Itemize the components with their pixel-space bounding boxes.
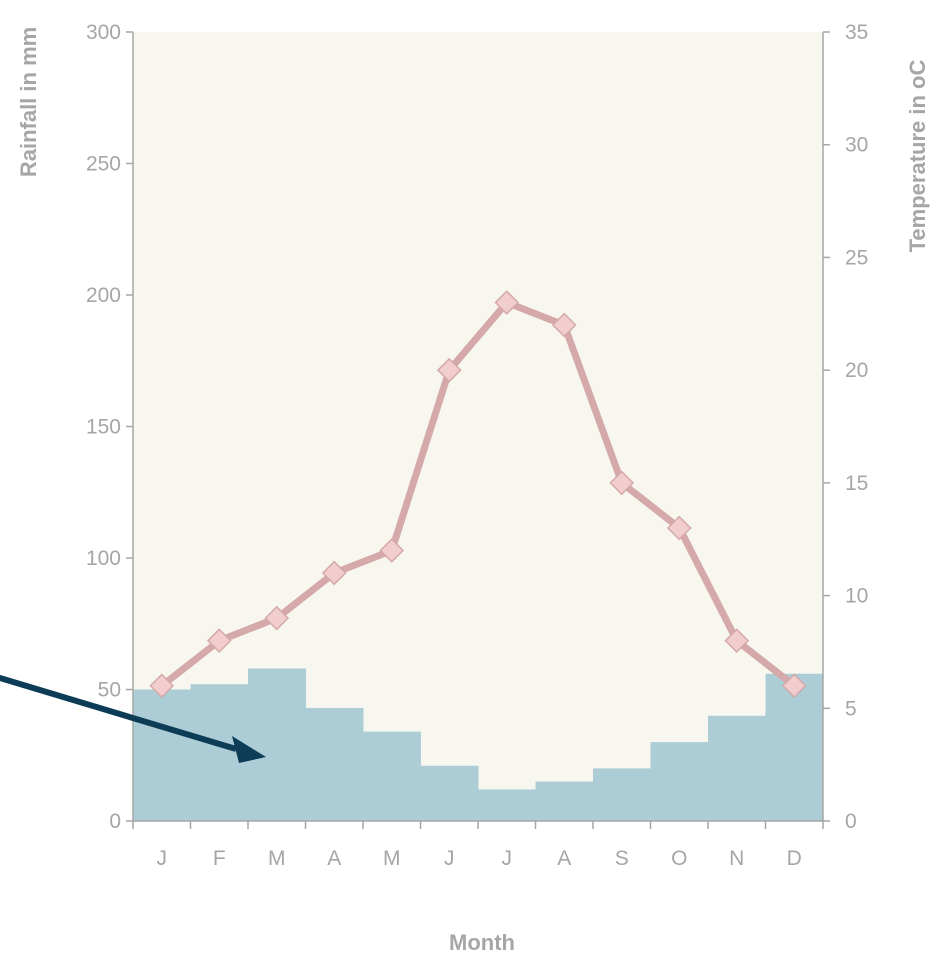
x-tick-label: S — [615, 847, 629, 870]
right-axis-title: Temperature in oC — [905, 60, 930, 253]
arrow-shaft — [0, 674, 237, 752]
temperature-point — [206, 628, 232, 654]
temperature-point — [781, 673, 807, 699]
right-tick-label: 10 — [845, 585, 868, 608]
left-axis-title: Rainfall in mm — [16, 27, 41, 177]
temperature-line — [158, 299, 798, 690]
left-axis-ticks: 0 50 100 150 200 250 300 — [86, 21, 133, 833]
x-tick-label: F — [213, 847, 226, 870]
rainfall-bar — [765, 673, 824, 821]
rainfall-bar — [133, 689, 191, 821]
left-tick-label: 0 — [109, 810, 121, 833]
rainfall-bar — [420, 765, 479, 821]
right-tick-label: 25 — [845, 246, 868, 269]
x-tick-label: A — [557, 847, 571, 870]
x-tick-label: M — [268, 847, 286, 870]
temperature-point — [436, 357, 462, 383]
left-tick-label: 100 — [86, 547, 121, 570]
temperature-point — [666, 515, 692, 541]
right-tick-label: 0 — [845, 810, 857, 833]
left-tick-label: 200 — [86, 284, 121, 307]
rainfall-bar — [535, 781, 594, 821]
rainfall-bar — [305, 707, 364, 821]
temperature-line-path — [158, 299, 798, 690]
x-tick-label: A — [327, 847, 341, 870]
right-tick-label: 20 — [845, 359, 868, 382]
temperature-markers — [149, 290, 807, 699]
right-axis-ticks: 0 5 10 15 20 25 30 35 — [823, 21, 868, 833]
left-tick-label: 50 — [98, 679, 121, 702]
left-tick-label: 150 — [86, 416, 121, 439]
rainfall-bar — [708, 715, 766, 821]
x-axis-title: Month — [449, 930, 515, 955]
rainfall-bar — [363, 731, 421, 821]
temperature-point — [494, 290, 520, 315]
rainfall-bar — [248, 668, 306, 821]
x-tick-label: N — [729, 847, 744, 870]
temperature-point — [149, 673, 175, 699]
x-tick-label: J — [444, 847, 455, 870]
x-tick-label: M — [383, 847, 401, 870]
right-tick-label: 5 — [845, 697, 857, 720]
right-tick-label: 15 — [845, 472, 868, 495]
temperature-point — [724, 628, 750, 654]
annotation-arrow — [0, 674, 266, 763]
x-tick-label: J — [157, 847, 168, 870]
rainfall-bar — [478, 789, 536, 821]
left-tick-label: 250 — [86, 153, 121, 176]
arrow-head — [232, 736, 266, 763]
temperature-point — [264, 605, 290, 631]
rainfall-bars — [133, 668, 824, 821]
x-tick-label: J — [502, 847, 513, 870]
temperature-point — [379, 538, 405, 563]
temperature-point — [609, 470, 635, 496]
temperature-point — [321, 560, 347, 586]
x-tick-label: O — [671, 847, 687, 870]
rainfall-bar — [593, 768, 651, 821]
x-tick-label: D — [787, 847, 802, 870]
left-tick-label: 300 — [86, 21, 121, 44]
right-tick-label: 30 — [845, 134, 868, 157]
temperature-point — [551, 312, 577, 338]
rainfall-bar — [650, 742, 709, 821]
right-tick-label: 35 — [845, 21, 868, 44]
